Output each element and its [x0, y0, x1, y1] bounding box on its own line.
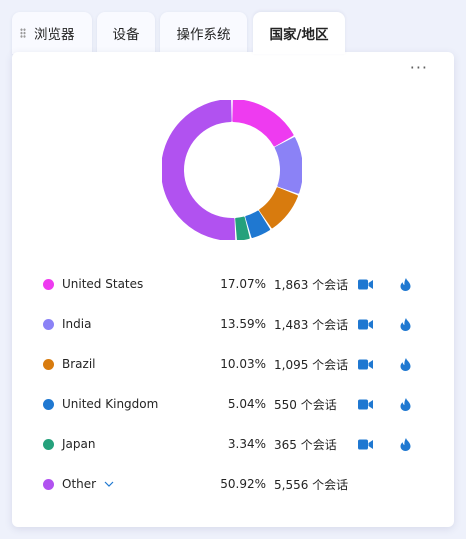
- tab-country-region[interactable]: 国家/地区: [253, 12, 345, 54]
- legend-name: Brazil: [62, 357, 96, 371]
- legend-name-wrap: India: [62, 317, 91, 331]
- donut-slice-united-kingdom[interactable]: [245, 210, 271, 238]
- legend-row-india[interactable]: India 13.59% 1,483 个会话: [12, 312, 454, 336]
- legend-sessions: 1,483 个会话: [274, 317, 349, 332]
- country-card: ··· United States 17.07% 1,863 个会话 India 13.…: [12, 52, 454, 527]
- tab-os[interactable]: 操作系统: [160, 12, 247, 54]
- legend-row-united-states[interactable]: United States 17.07% 1,863 个会话: [12, 272, 454, 296]
- tab-label: 操作系统: [176, 27, 231, 43]
- legend-percent: 13.59%: [220, 317, 266, 331]
- video-camera-icon[interactable]: [358, 359, 373, 370]
- donut-chart: [162, 100, 302, 240]
- legend-name-wrap: Other: [62, 477, 114, 491]
- donut-slice-india[interactable]: [274, 137, 302, 194]
- legend-name: United Kingdom: [62, 397, 159, 411]
- legend-color-dot: [43, 478, 54, 490]
- legend-name-wrap: Brazil: [62, 357, 96, 371]
- legend-percent: 10.03%: [220, 357, 266, 371]
- drag-handle-icon[interactable]: [20, 28, 26, 38]
- flame-icon[interactable]: [400, 437, 411, 451]
- more-options-button[interactable]: ···: [409, 58, 428, 77]
- legend-sessions: 1,095 个会话: [274, 357, 349, 372]
- legend-color-dot: [43, 318, 54, 330]
- legend-sessions: 5,556 个会话: [274, 477, 349, 492]
- tab-label: 设备: [112, 27, 140, 43]
- legend-name-wrap: United States: [62, 277, 143, 291]
- video-camera-icon[interactable]: [358, 279, 373, 290]
- legend-row-japan[interactable]: Japan 3.34% 365 个会话: [12, 432, 454, 456]
- legend-name: United States: [62, 277, 144, 291]
- legend-name-wrap: United Kingdom: [62, 397, 158, 411]
- tab-browser[interactable]: 浏览器: [12, 12, 92, 54]
- donut-slice-united-states[interactable]: [232, 100, 294, 147]
- video-camera-icon[interactable]: [358, 399, 373, 410]
- legend-name: Other: [62, 477, 97, 491]
- legend-sessions: 365 个会话: [274, 437, 337, 452]
- donut-slice-other[interactable]: [162, 100, 236, 240]
- tab-label: 浏览器: [34, 27, 75, 43]
- legend-percent: 17.07%: [220, 277, 266, 291]
- chevron-down-icon[interactable]: [104, 481, 114, 487]
- video-camera-icon[interactable]: [358, 319, 373, 330]
- flame-icon[interactable]: [400, 317, 411, 331]
- legend-name-wrap: Japan: [62, 437, 95, 451]
- legend-sessions: 550 个会话: [274, 397, 337, 412]
- legend-color-dot: [43, 358, 54, 370]
- legend-sessions: 1,863 个会话: [274, 277, 349, 292]
- legend-percent: 50.92%: [220, 477, 266, 491]
- legend-color-dot: [43, 438, 54, 450]
- flame-icon[interactable]: [400, 397, 411, 411]
- tab-label: 国家/地区: [269, 27, 329, 43]
- legend-row-other[interactable]: Other 50.92% 5,556 个会话: [12, 472, 454, 496]
- tab-device[interactable]: 设备: [97, 12, 155, 54]
- legend-name: Japan: [62, 437, 96, 451]
- legend-row-brazil[interactable]: Brazil 10.03% 1,095 个会话: [12, 352, 454, 376]
- flame-icon[interactable]: [400, 277, 411, 291]
- legend-percent: 3.34%: [227, 437, 266, 451]
- legend-name: India: [62, 317, 92, 331]
- video-camera-icon[interactable]: [358, 439, 373, 450]
- flame-icon[interactable]: [400, 357, 411, 371]
- legend-color-dot: [43, 398, 54, 410]
- legend-percent: 5.04%: [227, 397, 266, 411]
- legend-color-dot: [43, 278, 54, 290]
- donut-slice-brazil[interactable]: [259, 187, 298, 229]
- donut-slice-japan[interactable]: [235, 216, 250, 240]
- legend-row-united-kingdom[interactable]: United Kingdom 5.04% 550 个会话: [12, 392, 454, 416]
